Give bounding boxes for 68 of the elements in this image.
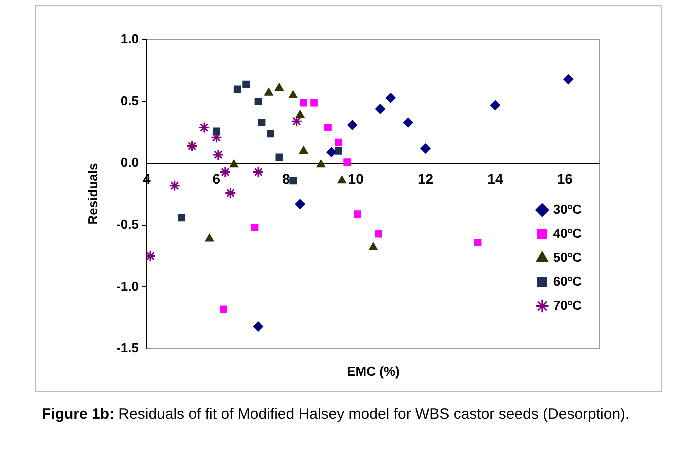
point [375, 230, 382, 238]
point [220, 306, 228, 314]
x-tick-label: 8 [282, 170, 290, 187]
point [290, 177, 298, 185]
point [224, 188, 236, 200]
x-axis-title: EMC (%) [346, 364, 401, 379]
legend-label: 30ºC [553, 202, 583, 217]
y-tick-label: 0.0 [120, 155, 139, 170]
point [490, 100, 500, 111]
point [295, 199, 306, 210]
point [474, 239, 482, 246]
point [334, 138, 342, 146]
y-tick-label: -0.5 [116, 216, 139, 232]
point [264, 88, 274, 96]
point [178, 214, 186, 222]
y-tick-label: 0.5 [120, 93, 139, 108]
caption: Figure 1b: Residuals of fit of Modified Halsey model for WBS castor seeds (Desorption). [42, 405, 631, 425]
point [338, 176, 347, 184]
point [186, 140, 198, 152]
point [198, 122, 210, 134]
point [300, 99, 308, 107]
point [254, 98, 262, 106]
point [324, 124, 332, 132]
point [334, 148, 342, 155]
point [213, 128, 220, 136]
point [169, 180, 181, 192]
point [252, 166, 264, 178]
point [212, 149, 224, 161]
legend-label: 70ºC [553, 298, 583, 313]
point [251, 224, 259, 232]
legend-label: 60ºC [553, 274, 583, 289]
point [375, 104, 386, 114]
point [354, 210, 362, 218]
point [234, 86, 242, 94]
point [386, 93, 396, 104]
point [258, 119, 266, 126]
point [420, 144, 431, 154]
point [276, 154, 284, 162]
x-tick-label: 6 [212, 170, 221, 187]
point [291, 116, 303, 128]
point [316, 160, 326, 168]
y-tick-label: 1.0 [120, 32, 139, 47]
point [275, 83, 284, 91]
point [344, 158, 352, 166]
point [288, 90, 298, 98]
point [299, 146, 308, 154]
point [296, 110, 305, 118]
point [254, 322, 264, 332]
point [564, 74, 574, 85]
y-tick-label: -1.5 [116, 340, 139, 356]
point [326, 147, 337, 158]
point [369, 242, 378, 250]
point [348, 120, 358, 130]
point [230, 160, 239, 168]
x-tick-label: 12 [418, 170, 434, 187]
point [205, 234, 214, 242]
point [403, 118, 414, 128]
x-tick-label: 16 [557, 170, 574, 187]
y-tick-label: -1.0 [116, 278, 139, 294]
legend-label: 40ºC [553, 226, 583, 241]
x-tick-label: 14 [488, 170, 504, 187]
y-axis-title: Residuals [86, 163, 100, 225]
legend-label: 50ºC [553, 250, 583, 265]
point [267, 130, 274, 138]
point [310, 99, 318, 107]
point [242, 80, 250, 88]
point [220, 166, 232, 178]
x-tick-label: 10 [348, 170, 364, 187]
